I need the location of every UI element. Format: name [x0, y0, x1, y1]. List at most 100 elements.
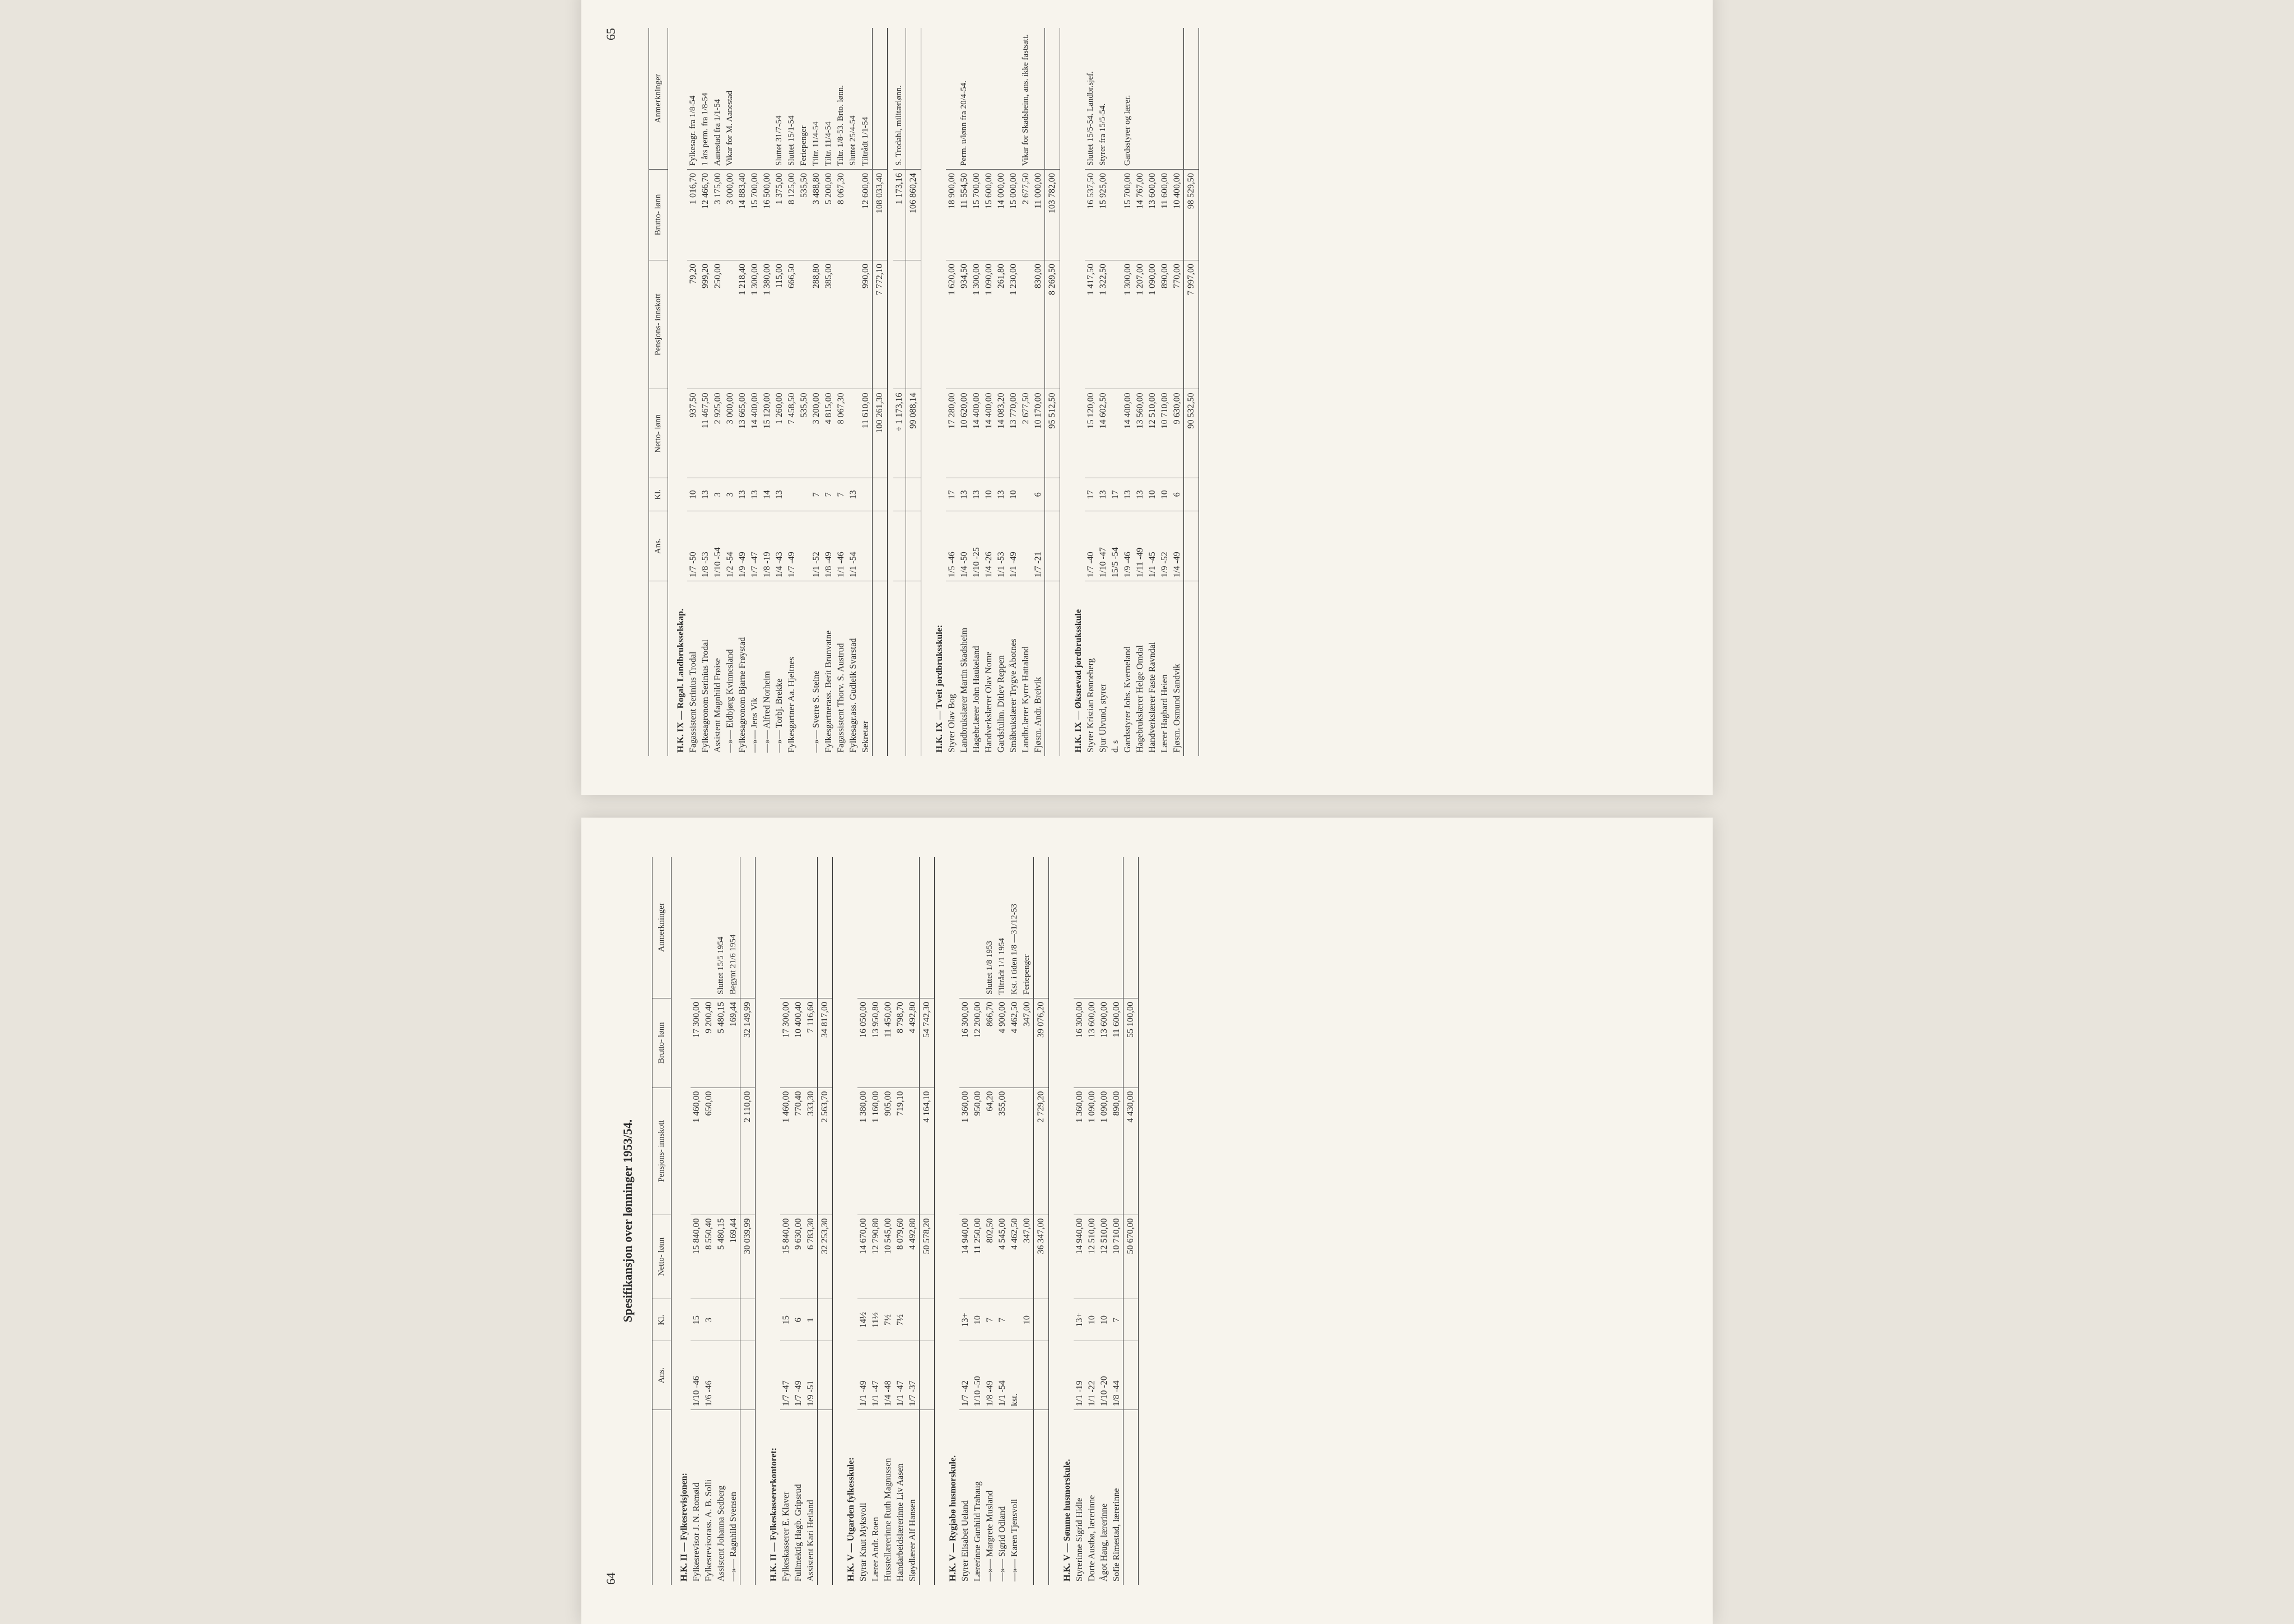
- cell-kl: 13: [971, 478, 983, 511]
- total-netto: 50 670,00: [1123, 1215, 1139, 1299]
- table-row: Hagebr.lærer John Haukeland1/10 -251314 …: [971, 28, 983, 756]
- cell-pensjon: 934,50: [958, 260, 971, 389]
- page-right: 65 Ans. Kl. Netto- lønn Pensjons- innsko…: [581, 0, 1713, 795]
- cell-netto: 8 067,30: [835, 389, 847, 478]
- total-netto: 90 532,50: [1184, 389, 1199, 478]
- cell-netto: 2 677,50: [1020, 389, 1032, 478]
- cell-pensjon: [798, 260, 810, 389]
- cell-netto: 14 602,50: [1097, 389, 1109, 478]
- table-row: H.K. II — Fylkesrevisjonen:: [672, 857, 691, 1585]
- cell-kl: 10: [1146, 478, 1159, 511]
- cell-pensjon: [724, 260, 736, 389]
- table-row: Assistent Johanna Sedberg5 480,155 480,1…: [715, 857, 728, 1585]
- cell-brutto: [1109, 170, 1122, 260]
- cell-name: —»— Torbj. Brekke: [773, 581, 786, 757]
- cell-note: [907, 857, 920, 998]
- cell-pensjon: 1 090,00: [1098, 1088, 1111, 1215]
- cell-name: —»— Jens Vik: [749, 581, 761, 757]
- total-pensjon: 7 772,10: [873, 260, 888, 389]
- cell-ans: 1/1 -49: [1008, 511, 1020, 581]
- cell-brutto: 7 116,60: [805, 998, 818, 1088]
- section-heading: H.K. IX — Tveit jordbruksskule:: [927, 28, 946, 756]
- cell-note: [805, 857, 818, 998]
- cell-brutto: 14 000,00: [995, 170, 1008, 260]
- cell-kl: 13: [700, 478, 712, 511]
- cell-kl: 13: [958, 478, 971, 511]
- total-brutto: 54 742,30: [920, 998, 935, 1088]
- cell-kl: 10: [1098, 1299, 1111, 1341]
- cell-note: Fylkesagr. fra 1/8-54: [687, 28, 700, 170]
- cell-pensjon: [847, 260, 860, 389]
- cell-ans: 1/7 -49: [792, 1341, 805, 1410]
- cell-name: Sjur Ulvund, styrer: [1097, 581, 1109, 757]
- table-row: H.K. V — Sømme husmorskule.: [1055, 857, 1074, 1585]
- cell-pensjon: 1 322,50: [1097, 260, 1109, 389]
- cell-ans: 1/1 -54: [847, 511, 860, 581]
- cell-netto: 10 620,00: [958, 389, 971, 478]
- cell-ans: 1/7 -21: [1032, 511, 1045, 581]
- table-row: Styrerinne Sigrid Hidle1/1 -1913+14 940,…: [1074, 857, 1086, 1585]
- cell-ans: 15/5 -54: [1109, 511, 1122, 581]
- cell-note: [946, 28, 958, 170]
- cell-pensjon: 1 380,00: [761, 260, 773, 389]
- cell-name: Dorte Austbø, lærerinne: [1086, 1410, 1098, 1585]
- cell-kl: 1: [805, 1299, 818, 1341]
- cell-note: [1171, 28, 1184, 170]
- cell-netto: 347,00: [1021, 1215, 1034, 1299]
- cell-netto: 14 400,00: [749, 389, 761, 478]
- cell-ans: 1/8 -19: [761, 511, 773, 581]
- col-brutto: Brutto- lønn: [652, 998, 672, 1088]
- table-row: H.K. II — Fylkeskassererkontoret:: [761, 857, 780, 1585]
- table-row: H.K. IX — Øksnevad jordbruksskule: [1066, 28, 1085, 756]
- cell-pensjon: 1 300,00: [1122, 260, 1134, 389]
- table-row: Styrer Kristian Rønneberg1/7 -401715 120…: [1085, 28, 1097, 756]
- cell-brutto: 14 883,40: [736, 170, 749, 260]
- section-heading: H.K. IX — Øksnevad jordbruksskule: [1066, 28, 1085, 756]
- table-row: d. s15/5 -5417: [1109, 28, 1122, 756]
- cell-netto: [1109, 389, 1122, 478]
- cell-note: [1111, 857, 1123, 998]
- table-row: Fjøsm. Osmund Sandvik1/4 -4969 630,00770…: [1171, 28, 1184, 756]
- cell-pensjon: 1 620,00: [946, 260, 958, 389]
- section-heading: H.K. IX — Rogal. Landbruksselskap.: [668, 28, 688, 756]
- total-brutto: 106 860,24: [906, 170, 921, 260]
- cell-brutto: 13 950,80: [870, 998, 882, 1088]
- total-brutto: 108 033,40: [873, 170, 888, 260]
- cell-ans: 1/1 -47: [894, 1341, 907, 1410]
- cell-brutto: 13 600,00: [1098, 998, 1111, 1088]
- cell-kl: 7: [996, 1299, 1009, 1341]
- total-brutto: 103 782,00: [1045, 170, 1060, 260]
- table-row: Fylkesagronom Bjarne Frøystad1/9 -491313…: [736, 28, 749, 756]
- cell-pensjon: 990,00: [860, 260, 873, 389]
- total-netto: 99 088,14: [906, 389, 921, 478]
- cell-netto: 10 170,00: [1032, 389, 1045, 478]
- cell-ans: [1020, 511, 1032, 581]
- cell-name: Fullmektig Hagb. Gripsrud: [792, 1410, 805, 1585]
- cell-note: Vikar for Skadsheim, ans. ikke fastsatt.: [1020, 28, 1032, 170]
- cell-note: [1074, 857, 1086, 998]
- cell-name: Husstellærerinne Ruth Magnussen: [882, 1410, 894, 1585]
- cell-brutto: 15 700,00: [971, 170, 983, 260]
- salary-table-left: Ans. Kl. Netto- lønn Pensjons- innskott …: [652, 857, 1144, 1585]
- cell-brutto: 13 600,00: [1146, 170, 1159, 260]
- cell-netto: 14 083,20: [995, 389, 1008, 478]
- cell-pensjon: 830,00: [1032, 260, 1045, 389]
- cell-ans: 1/7 -49: [786, 511, 798, 581]
- cell-kl: 13: [847, 478, 860, 511]
- cell-brutto: 8 798,70: [894, 998, 907, 1088]
- cell-note: Sluttet 25/4-54: [847, 28, 860, 170]
- cell-note: [703, 857, 715, 998]
- col-brutto: Brutto- lønn: [649, 170, 668, 260]
- cell-netto: 14 400,00: [983, 389, 995, 478]
- cell-kl: 10: [687, 478, 700, 511]
- cell-ans: 1/1 -45: [1146, 511, 1159, 581]
- cell-brutto: 3 175,00: [712, 170, 724, 260]
- cell-ans: kst.: [1009, 1341, 1021, 1410]
- total-brutto: 98 529,50: [1184, 170, 1199, 260]
- table-row: Handarbeidslærerinne Liv Aasen1/1 -477½8…: [894, 857, 907, 1585]
- cell-pensjon: 385,00: [823, 260, 835, 389]
- cell-note: Tiltr. 11/4-54: [823, 28, 835, 170]
- cell-ans: 1/11 -49: [1134, 511, 1146, 581]
- cell-kl: [1020, 478, 1032, 511]
- cell-name: —»— Sigrid Odland: [996, 1410, 1009, 1585]
